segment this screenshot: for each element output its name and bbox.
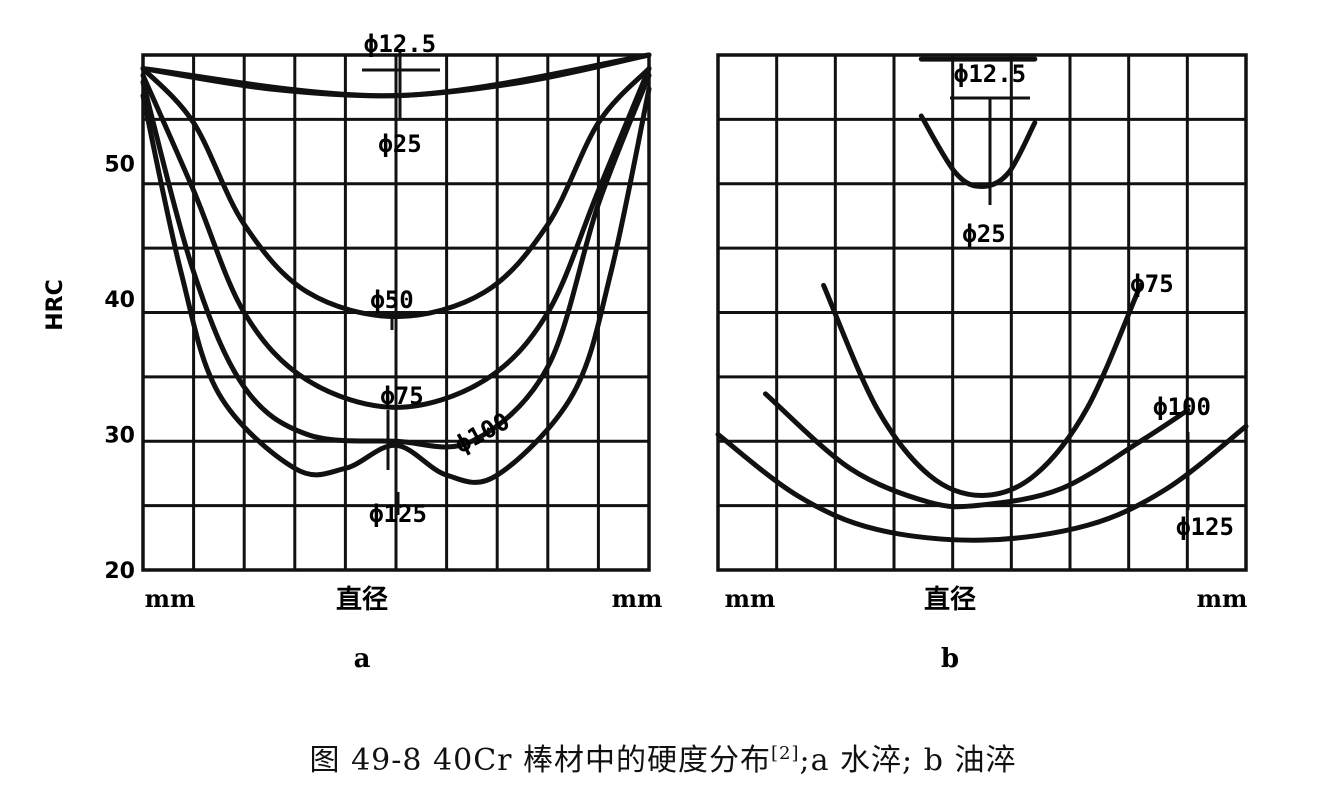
series-label-d75: ϕ75: [380, 382, 423, 410]
panel-b-frame: [716, 53, 1248, 572]
curve-d25: [918, 113, 1038, 189]
series-label-d100: ϕ100: [450, 407, 514, 459]
figure-caption: 图 49-8 40Cr 棒材中的硬度分布[2];a 水淬; b 油淬: [0, 735, 1326, 779]
panel-a-x-unit-left: mm: [145, 584, 196, 613]
caption-main: 图 49-8 40Cr 棒材中的硬度分布: [309, 743, 772, 778]
panel-a-y-axis-label: HRC: [43, 279, 68, 331]
panel-a-curves: ϕ12.5 ϕ25 ϕ50 ϕ75 ϕ100 ϕ125: [140, 30, 652, 528]
series-label-d125: ϕ125: [1176, 513, 1234, 541]
series-label-d125: ϕ125: [369, 500, 427, 528]
panel-a-frame: [141, 53, 651, 572]
curve-d50: [140, 66, 652, 320]
curve-d75: [140, 66, 652, 410]
y-tick-label-40: 40: [104, 288, 135, 313]
series-label-d25: ϕ25: [962, 220, 1005, 248]
series-label-d100: ϕ100: [1153, 393, 1211, 421]
y-tick-label-20: 20: [104, 559, 135, 584]
caption-reference: [2]: [771, 743, 800, 764]
curve-d75: [821, 282, 1143, 498]
series-label-d12.5: ϕ12.5: [364, 30, 436, 58]
panel-a-x-axis-label: 直径: [336, 585, 388, 615]
panel-a-x-unit-right: mm: [612, 584, 663, 613]
panel-a-y-ticks: 20 30 40 50: [104, 152, 135, 584]
panel-b-x-unit-left: mm: [725, 584, 776, 613]
panel-b-x-unit-right: mm: [1197, 584, 1248, 613]
curve-d100: [763, 391, 1191, 510]
series-label-d50: ϕ50: [370, 286, 413, 314]
series-label-d25: ϕ25: [378, 130, 421, 158]
panel-a-water-quench: ϕ12.5 ϕ25 ϕ50 ϕ75 ϕ100 ϕ125 20 30 40 50 HRC mm m…: [43, 30, 662, 674]
hardness-figure: ϕ12.5 ϕ25 ϕ50 ϕ75 ϕ100 ϕ125 20 30 40 50 HRC mm m…: [43, 30, 1249, 674]
series-label-d75: ϕ75: [1130, 270, 1173, 298]
curve-d25: [140, 52, 652, 99]
panel-a-label: a: [354, 644, 371, 674]
y-tick-label-30: 30: [104, 423, 135, 448]
panel-b-oil-quench: ϕ12.5 ϕ25 ϕ75 ϕ100 ϕ125 mm mm 直径 b: [715, 53, 1249, 674]
caption-suffix: ;a 水淬; b 油淬: [799, 743, 1017, 778]
curve-d125: [715, 423, 1249, 543]
panel-b-label: b: [941, 644, 959, 674]
series-label-d12.5: ϕ12.5: [954, 60, 1026, 88]
panel-b-x-axis-label: 直径: [924, 585, 976, 615]
panel-b-curves: ϕ12.5 ϕ25 ϕ75 ϕ100 ϕ125: [715, 56, 1249, 543]
y-tick-label-50: 50: [104, 152, 135, 177]
curve-d100: [140, 72, 652, 450]
curve-d125: [140, 86, 652, 485]
